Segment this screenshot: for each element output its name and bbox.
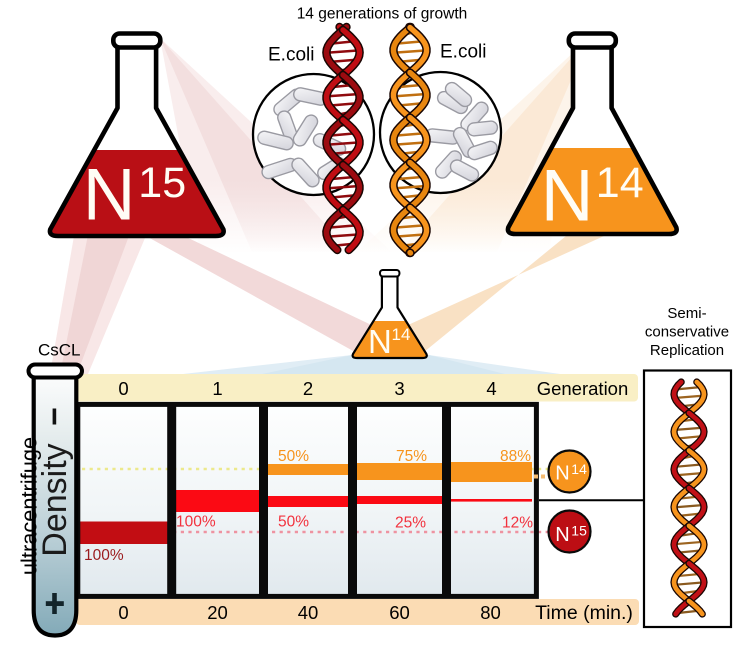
svg-text:100%: 100%	[176, 514, 216, 531]
svg-text:1: 1	[212, 378, 222, 399]
svg-text:14: 14	[392, 325, 411, 344]
svg-text:4: 4	[486, 378, 496, 399]
svg-text:15: 15	[571, 523, 587, 539]
svg-text:80: 80	[480, 602, 501, 623]
svg-text:50%: 50%	[278, 514, 309, 531]
svg-text:20: 20	[207, 602, 228, 623]
svg-text:Density: Density	[36, 443, 74, 556]
svg-text:0: 0	[118, 602, 128, 623]
svg-text:50%: 50%	[278, 448, 309, 465]
svg-text:88%: 88%	[500, 448, 531, 465]
svg-text:12%: 12%	[502, 515, 533, 532]
svg-text:15: 15	[138, 159, 186, 207]
svg-text:25%: 25%	[395, 515, 426, 532]
svg-text:conservative: conservative	[645, 324, 729, 341]
svg-text:40: 40	[298, 602, 319, 623]
svg-text:14 generations of growth: 14 generations of growth	[297, 6, 468, 23]
svg-text:N: N	[368, 323, 392, 360]
svg-text:2: 2	[303, 378, 313, 399]
svg-text:ultracentrifuge: ultracentrifuge	[16, 437, 41, 575]
svg-text:3: 3	[394, 378, 404, 399]
svg-text:Semi-: Semi-	[667, 305, 706, 322]
svg-text:14: 14	[571, 461, 587, 477]
svg-text:75%: 75%	[396, 448, 427, 465]
svg-text:Generation: Generation	[537, 378, 629, 399]
svg-text:14: 14	[596, 159, 644, 207]
svg-text:60: 60	[389, 602, 410, 623]
svg-text:100%: 100%	[84, 547, 124, 564]
svg-text:N: N	[83, 155, 136, 236]
svg-text:CsCL: CsCL	[38, 341, 81, 360]
svg-text:0: 0	[118, 378, 128, 399]
svg-text:Time (min.): Time (min.)	[535, 602, 633, 624]
svg-text:Replication: Replication	[650, 342, 724, 359]
svg-text:N: N	[555, 463, 569, 485]
svg-text:E.coli: E.coli	[440, 42, 486, 63]
svg-text:N: N	[541, 156, 594, 237]
svg-text:N: N	[555, 524, 569, 546]
svg-text:E.coli: E.coli	[268, 45, 314, 66]
